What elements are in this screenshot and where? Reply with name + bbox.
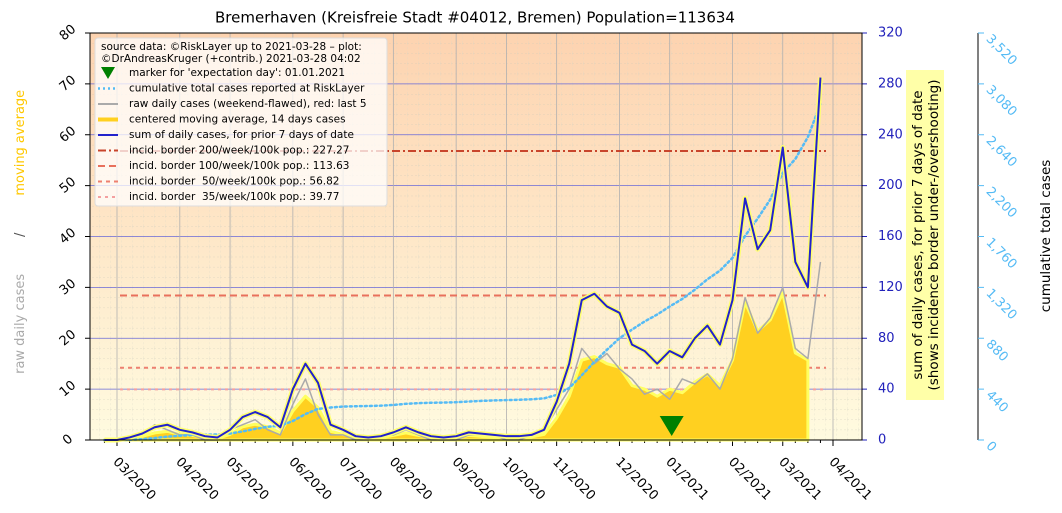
- legend-source: ©DrAndreasKruger (+contrib.) 2021-03-28 …: [101, 53, 361, 65]
- y2-tick-label: 80: [878, 331, 895, 346]
- legend-label: incid. border 35/week/100k pop.: 39.77: [129, 191, 339, 203]
- y3-axis-label: cumulative total cases: [1038, 160, 1054, 313]
- x-tick-label: 09/2020: [449, 455, 498, 504]
- legend-label: raw daily cases (weekend-flawed), red: l…: [129, 98, 367, 110]
- y3-tick-label: 3,520: [983, 32, 1020, 69]
- legend-source: source data: ©RiskLayer up to 2021-03-28…: [101, 41, 362, 53]
- legend-label: sum of daily cases, for prior 7 days of …: [129, 129, 354, 141]
- legend-label: marker for 'expectation day': 01.01.2021: [129, 67, 345, 79]
- expectation-marker: [659, 416, 684, 436]
- y2-tick-label: 280: [878, 76, 903, 91]
- y-label-sep: /: [13, 232, 28, 237]
- legend-box: [94, 37, 388, 207]
- legend-label: incid. border 200/week/100k pop.: 227.27: [129, 145, 349, 157]
- y-label-ma: moving average: [13, 90, 28, 196]
- y3-tick-label: 1,320: [983, 286, 1020, 323]
- y3-tick-label: 880: [983, 337, 1011, 365]
- legend-symbol: [101, 67, 115, 79]
- x-tick-label: 10/2020: [499, 455, 548, 504]
- x-tick-label: 04/2021: [826, 455, 875, 504]
- y3-tick-label: 2,640: [983, 133, 1020, 170]
- y2-tick-label: 200: [878, 178, 903, 193]
- y2-label-box: [906, 70, 944, 400]
- legend-label: cumulative total cases reported at RiskL…: [129, 83, 365, 95]
- y3-tick-label: 3,080: [983, 83, 1020, 120]
- legend-label: incid. border 50/week/100k pop.: 56.82: [129, 176, 339, 188]
- x-tick-label: 05/2020: [223, 455, 272, 504]
- legend-label: centered moving average, 14 days cases: [129, 114, 346, 126]
- y2-tick-label: 120: [878, 280, 903, 295]
- y2-tick-label: 320: [878, 26, 903, 41]
- x-tick-label: 08/2020: [386, 455, 435, 504]
- y-tick-label: 50: [57, 175, 79, 197]
- y-tick-label: 0: [60, 432, 76, 449]
- y-label-raw: raw daily cases: [13, 274, 28, 374]
- y3-tick-label: 0: [983, 439, 999, 455]
- y3-tick-label: 440: [983, 388, 1011, 416]
- y3-tick-label: 1,760: [983, 235, 1020, 272]
- x-tick-label: 02/2021: [725, 455, 774, 504]
- y3-tick-label: 2,200: [983, 184, 1020, 221]
- y-tick-label: 60: [57, 124, 79, 146]
- y2-tick-label: 240: [878, 127, 903, 142]
- y2-axis-label: sum of daily cases, for prior 7 days of …: [910, 90, 926, 379]
- y-tick-label: 10: [57, 378, 79, 400]
- y2-tick-label: 0: [878, 433, 886, 448]
- plot-frame: [89, 32, 863, 441]
- legend-label: incid. border 100/week/100k pop.: 113.63: [129, 160, 349, 172]
- y-tick-label: 40: [57, 225, 79, 247]
- y2-tick-label: 40: [878, 382, 895, 397]
- y-tick-label: 70: [57, 73, 79, 95]
- x-tick-label: 06/2020: [286, 455, 335, 504]
- legend: source data: ©RiskLayer up to 2021-03-28…: [94, 37, 388, 207]
- y2-tick-label: 160: [878, 229, 903, 244]
- x-tick-label: 01/2021: [662, 455, 711, 504]
- y-tick-label: 30: [57, 276, 79, 298]
- x-tick-label: 12/2020: [612, 455, 661, 504]
- series-line: [104, 77, 822, 441]
- y-axis-label: raw daily cases / moving average: [13, 69, 28, 403]
- y-tick-label: 80: [57, 22, 79, 44]
- chart-title: Bremerhaven (Kreisfreie Stadt #04012, Br…: [215, 9, 735, 27]
- x-tick-label: 11/2020: [549, 455, 598, 504]
- x-tick-label: 03/2021: [775, 455, 824, 504]
- y-tick-label: 20: [57, 327, 79, 349]
- x-tick-label: 04/2020: [173, 455, 222, 504]
- x-tick-label: 07/2020: [336, 455, 385, 504]
- y2-axis-label: (shows incidence border under-/overshoot…: [926, 79, 942, 390]
- x-tick-label: 03/2020: [110, 455, 159, 504]
